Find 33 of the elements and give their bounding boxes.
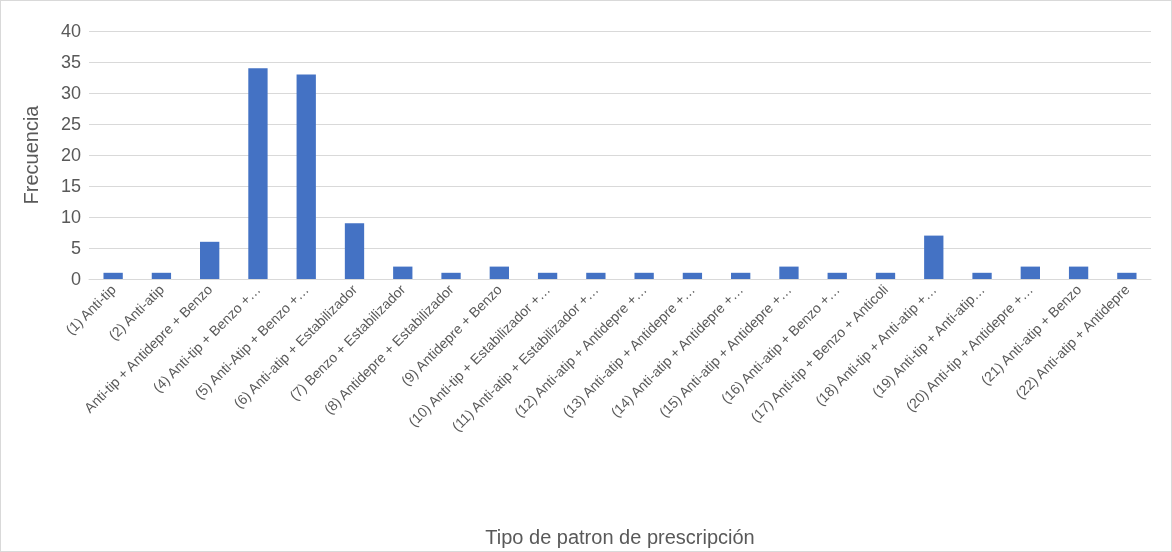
bar [827,272,847,279]
bar [731,272,751,279]
x-axis-title: Tipo de patron de prescripción [485,526,755,548]
bar [103,272,123,279]
bar [779,266,799,279]
y-tick-label: 5 [70,238,81,258]
bar [393,266,413,279]
y-tick-label: 35 [60,52,81,72]
bar [489,266,509,279]
bar [682,272,703,279]
y-tick-label: 25 [60,114,81,134]
bar [344,223,365,279]
y-tick-label: 20 [60,145,81,165]
bar [441,272,461,279]
bar [634,272,654,279]
bar [1068,266,1089,279]
bar [200,241,220,279]
bar [296,74,316,279]
bar [151,272,172,279]
y-tick-label: 0 [70,269,81,289]
bar [972,272,992,279]
bar [586,272,606,279]
bar [1020,266,1040,279]
y-axis-title: Frecuencia [20,104,42,205]
bar [248,68,268,279]
y-tick-label: 30 [60,83,81,103]
y-tick-label: 15 [60,176,81,196]
bar [537,272,558,279]
bar [924,235,944,279]
y-tick-label: 40 [60,21,81,41]
y-tick-label: 10 [60,207,81,227]
bar [875,272,896,279]
bar [1117,272,1137,279]
